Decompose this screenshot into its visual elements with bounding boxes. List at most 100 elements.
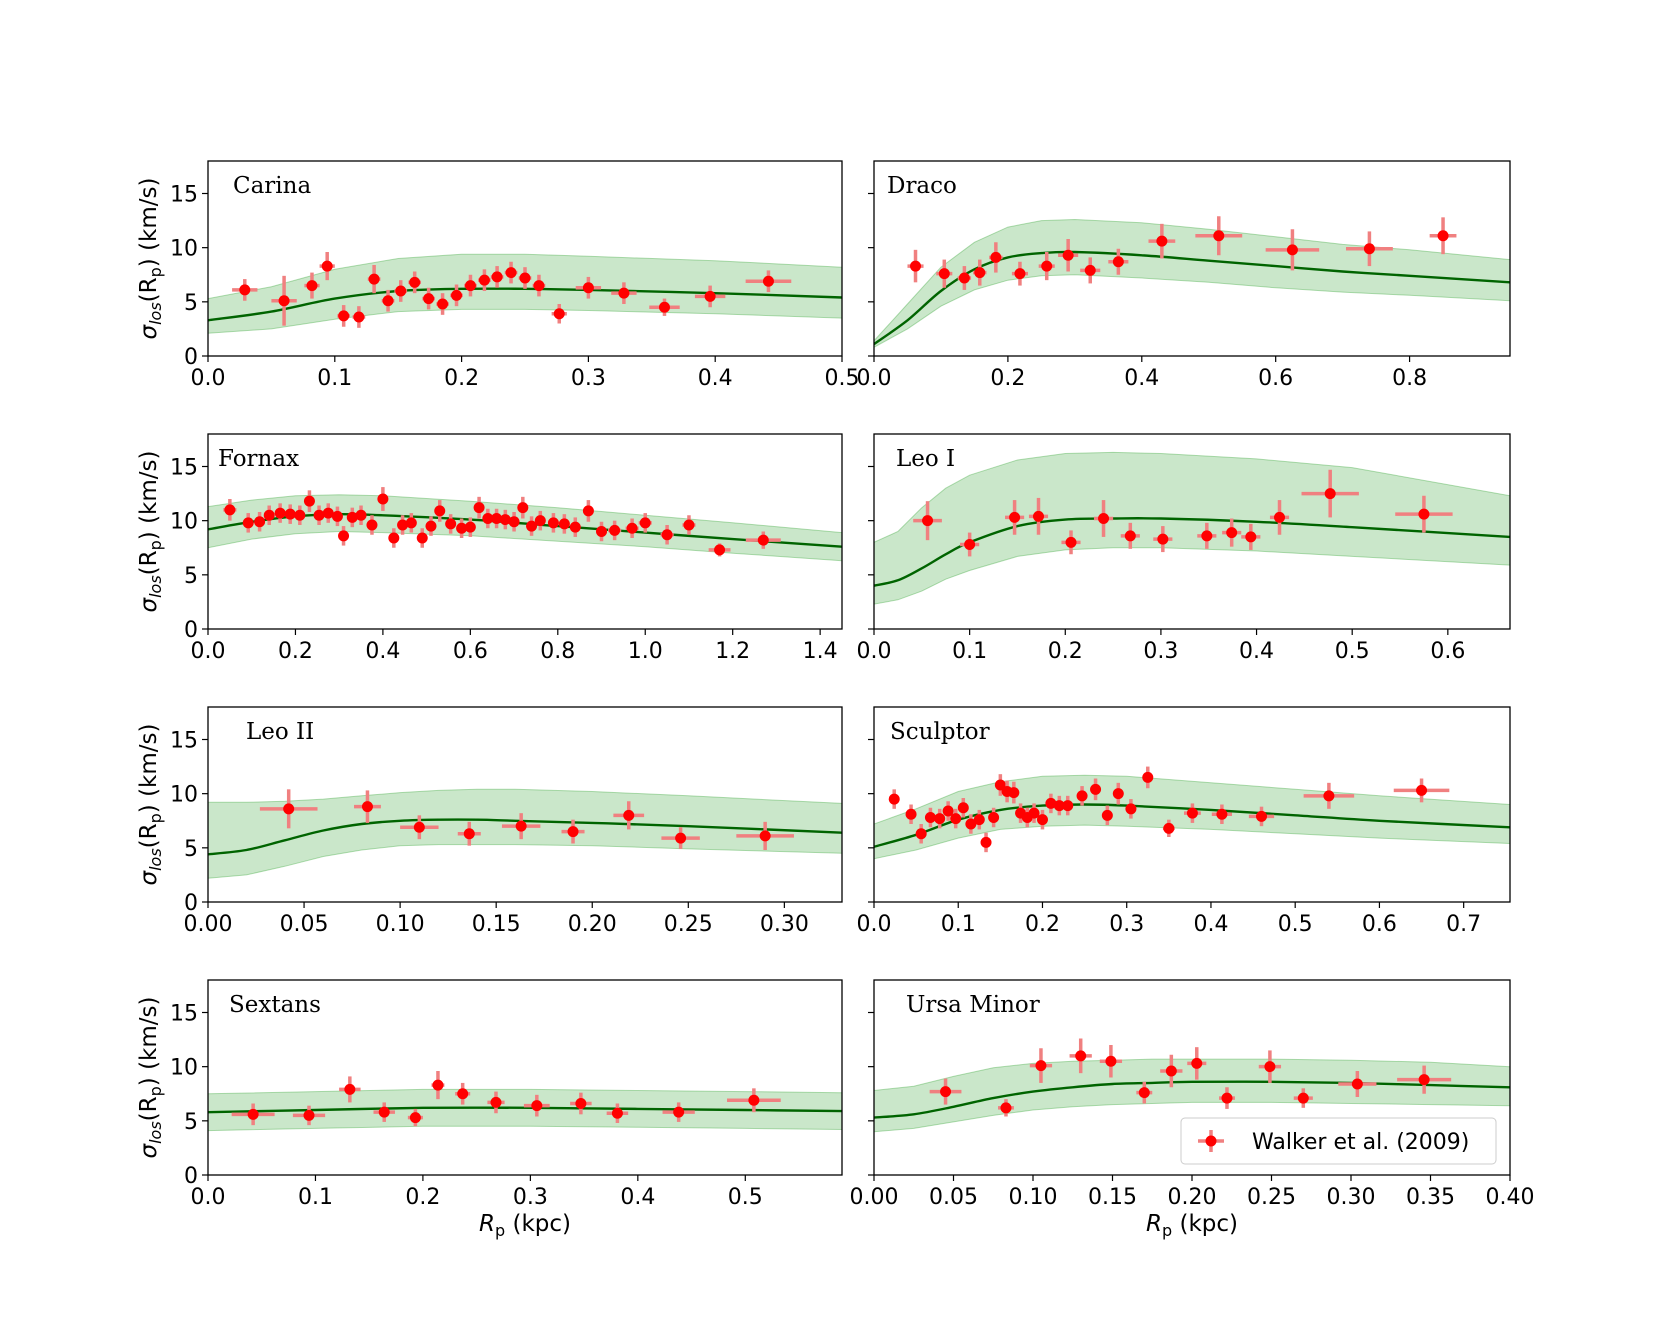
data-point [1099, 1045, 1123, 1078]
data-point [608, 520, 622, 541]
data-marker [515, 820, 527, 832]
plot-area-leo-i [874, 451, 1510, 605]
data-point [1187, 1047, 1207, 1080]
data-point [456, 518, 468, 538]
data-point [727, 1088, 781, 1113]
data-point [284, 504, 296, 524]
data-point [487, 1091, 505, 1114]
data-point [1076, 786, 1088, 806]
data-marker [1245, 531, 1257, 543]
data-point [575, 276, 602, 299]
confidence-band-sextans [208, 1088, 842, 1132]
x-tick-label: 0.0 [191, 639, 226, 664]
x-tick-label: 0.0 [857, 639, 892, 664]
y-tick-label: 15 [170, 1002, 198, 1027]
x-tick-label: 0.2 [278, 639, 313, 664]
data-marker [1264, 1061, 1276, 1073]
data-point [1061, 530, 1081, 555]
data-point [613, 801, 645, 830]
x-tick-label: 0.2 [405, 1185, 440, 1210]
data-point [1008, 781, 1020, 804]
data-marker [409, 276, 421, 288]
data-point [1153, 526, 1173, 553]
data-marker [611, 1107, 623, 1119]
data-marker [547, 517, 559, 529]
data-marker [1032, 510, 1044, 522]
data-point [1160, 1054, 1183, 1088]
data-marker [582, 282, 594, 294]
data-point [232, 279, 258, 301]
data-point [274, 503, 286, 523]
axes-frame-sextans [207, 979, 843, 1176]
data-point [960, 532, 980, 557]
data-point [354, 790, 381, 823]
axes-frame-leo-ii [207, 706, 843, 903]
data-point [1108, 248, 1129, 275]
data-marker [239, 284, 251, 296]
data-point [1222, 518, 1242, 547]
data-marker [1035, 1060, 1047, 1072]
data-marker [553, 308, 565, 320]
data-marker [278, 295, 290, 307]
data-marker [247, 1108, 259, 1120]
data-marker [1090, 783, 1102, 795]
data-marker [558, 518, 570, 530]
x-tick-label: 0.8 [540, 639, 575, 664]
data-marker [575, 1098, 587, 1109]
data-point [934, 808, 946, 829]
data-point [694, 285, 726, 308]
data-marker [242, 517, 254, 529]
data-point [973, 809, 985, 830]
data-marker [1124, 530, 1136, 542]
data-marker [1324, 488, 1336, 500]
data-point [611, 282, 637, 304]
model-curve-carina [208, 287, 842, 322]
panel-sextans: 0 5 10 15 0.0 0.1 0.2 0.3 0.4 0.5 Sextans σlos(Rp) … [136, 979, 843, 1240]
data-point [400, 815, 439, 840]
y-tick-label: 0 [184, 1164, 198, 1189]
data-marker [423, 293, 435, 305]
data-marker [505, 267, 517, 279]
x-tick-label: 0.0 [191, 1185, 226, 1210]
data-point [473, 496, 485, 519]
x-tick-label: 0.6 [1362, 912, 1397, 937]
x-tick-label: 0.30 [760, 912, 809, 937]
x-tick-label: 0.4 [1239, 639, 1274, 664]
data-point [478, 269, 491, 291]
data-point [532, 274, 546, 297]
data-point [1028, 497, 1049, 535]
data-point [346, 507, 358, 528]
x-tick-label: 0.05 [929, 1185, 978, 1210]
x-tick-label: 1.4 [803, 639, 838, 664]
model-curve-leo-i [874, 517, 1510, 587]
data-point [606, 1103, 629, 1123]
data-marker [569, 521, 581, 533]
data-marker [582, 505, 594, 517]
data-point [1183, 803, 1201, 823]
data-marker [762, 275, 774, 287]
y-tick-label: 10 [170, 1056, 198, 1081]
data-point [436, 293, 449, 315]
legend: Walker et al. (2009) [1180, 1117, 1497, 1165]
data-point [388, 528, 400, 548]
panel-fornax: 0 5 10 15 0.0 0.2 0.4 0.6 0.8 1.0 1.2 1.4 Fornax σlos… [136, 433, 843, 664]
data-point [292, 1105, 326, 1126]
x-tick-label: 0.35 [1406, 1185, 1455, 1210]
data-point [231, 1103, 275, 1126]
data-marker [596, 526, 608, 537]
data-point [980, 832, 992, 853]
data-marker [463, 828, 475, 840]
y-axis-label: σlos(Rp) (km/s) [136, 724, 165, 886]
data-marker [1286, 244, 1298, 256]
data-point [337, 305, 351, 327]
data-point [457, 821, 481, 846]
data-point [570, 1092, 592, 1115]
x-tick-label: 0.05 [280, 912, 329, 937]
data-marker [964, 539, 976, 550]
model-curve-fornax [208, 512, 842, 548]
data-point [491, 508, 503, 529]
data-marker [942, 805, 954, 817]
data-marker [1101, 809, 1113, 821]
data-marker [1112, 788, 1124, 800]
x-tick-label: 0.10 [376, 912, 425, 937]
